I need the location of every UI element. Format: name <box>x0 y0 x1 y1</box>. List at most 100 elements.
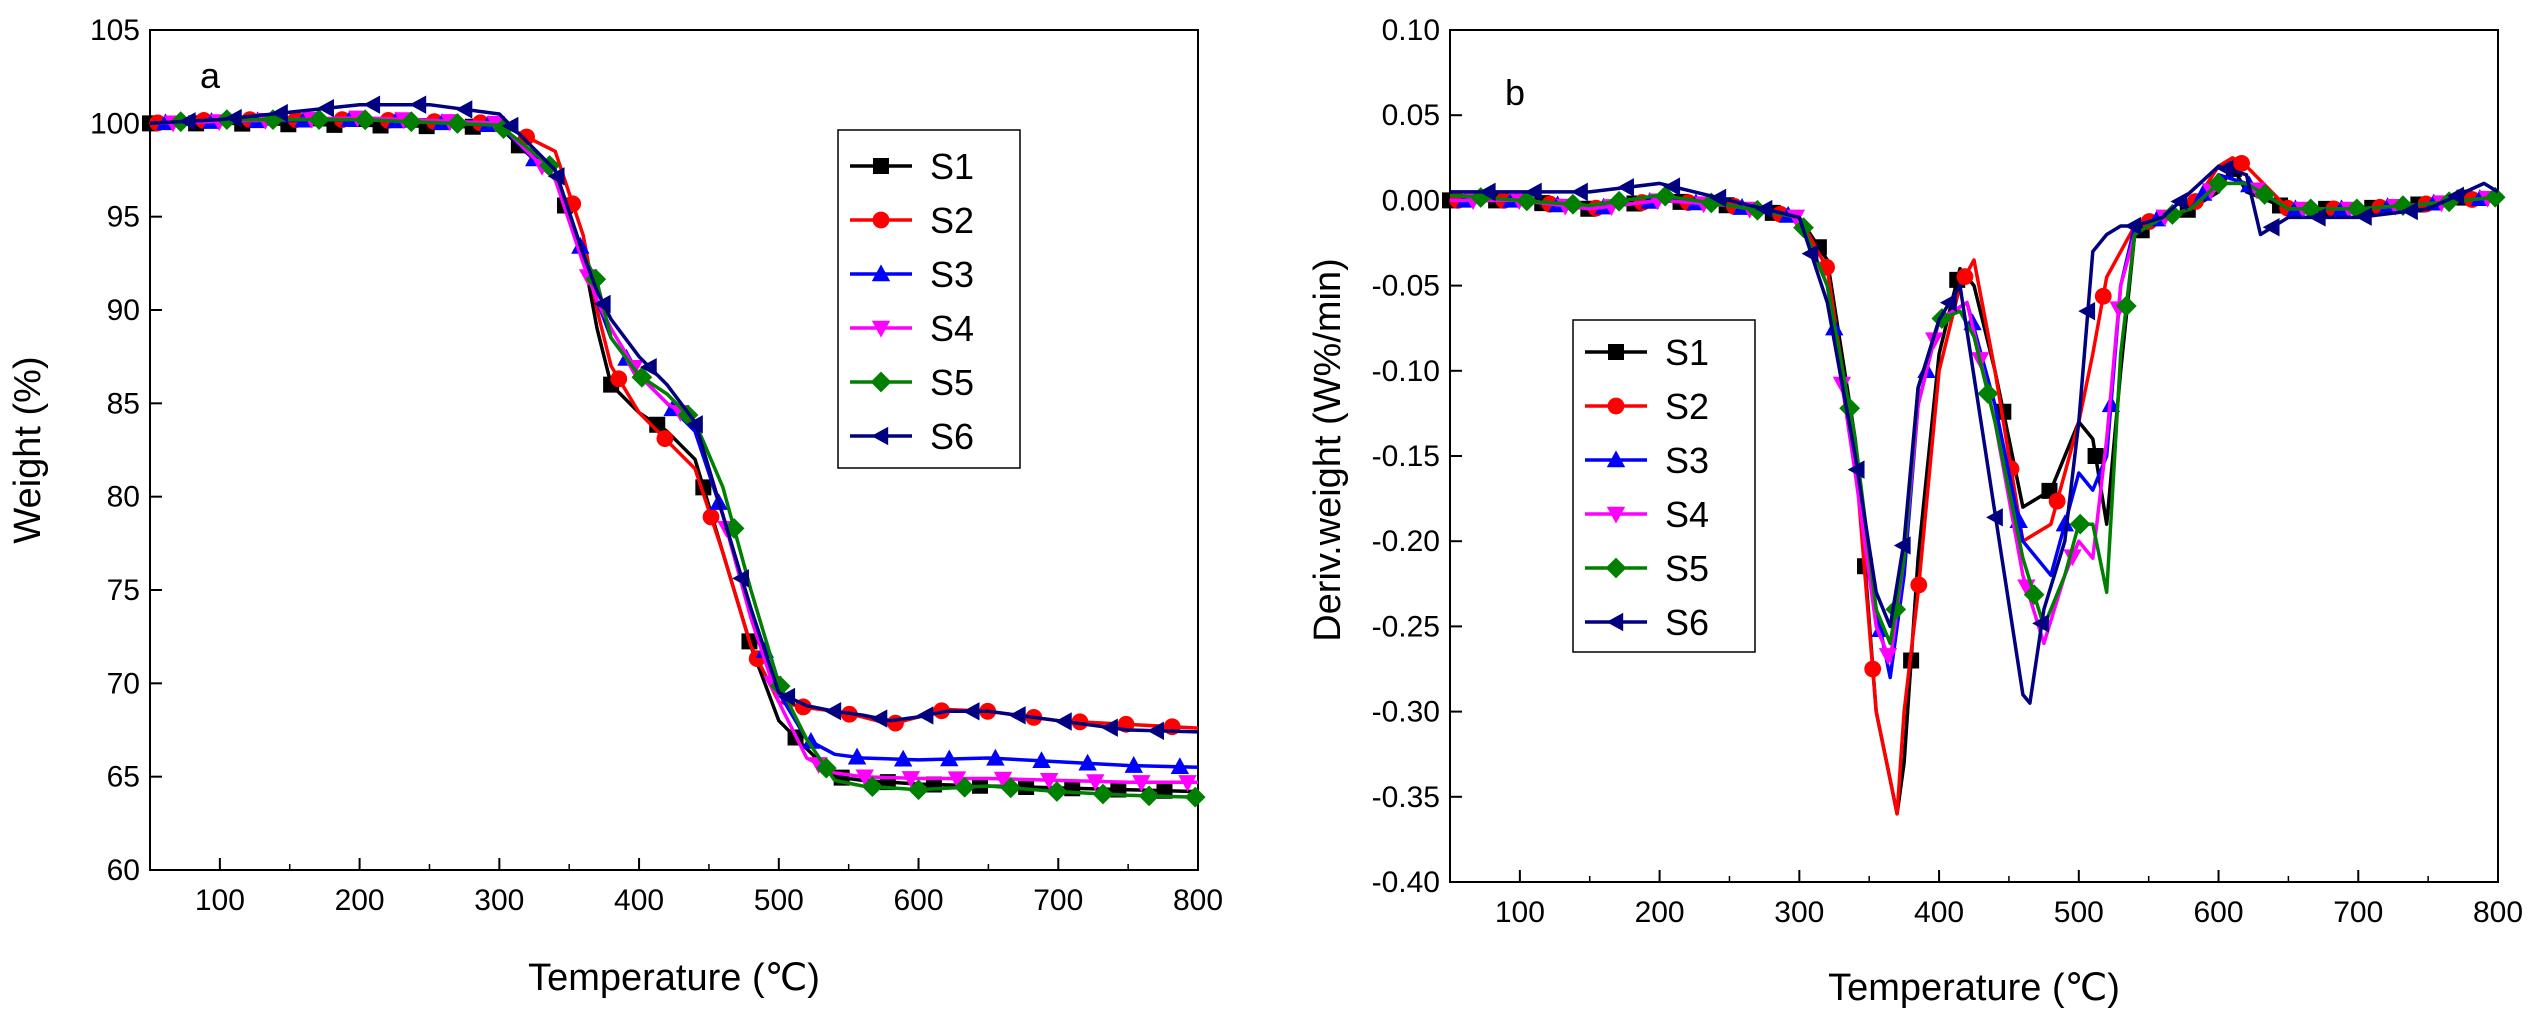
chart-a-point-s5 <box>631 366 653 388</box>
chart-a-plot-frame <box>149 29 1199 871</box>
chart-a-point-s5 <box>815 757 837 779</box>
chart-b-legend-marker-s4 <box>1606 506 1626 524</box>
chart-a-point-s6 <box>778 687 796 707</box>
chart-a-point-s6 <box>1147 721 1164 740</box>
chart-a-ytick-label: 60 <box>107 854 140 887</box>
chart-a-xtick-label: 800 <box>1173 884 1223 917</box>
chart-b-point-s2 <box>2048 492 2066 510</box>
chart-b-legend: S1 S2 S3 S4 S5 S6 <box>1572 319 1756 653</box>
chart-b-ytick-label: -0.30 <box>1372 696 1440 729</box>
chart-b-ytick-label: -0.15 <box>1372 440 1440 473</box>
chart-b-xtick-label: 100 <box>1495 896 1545 929</box>
chart-a-legend-label-s5: S5 <box>930 362 974 403</box>
chart-b-point-s5 <box>1470 187 1492 208</box>
chart-a-xtick-label: 200 <box>335 884 385 917</box>
chart-a-point-s5 <box>1046 781 1068 802</box>
chart-b-point-s2 <box>1864 660 1882 678</box>
chart-b-legend-marker-s6 <box>1606 612 1624 632</box>
chart-a-point-s6 <box>178 112 196 131</box>
chart-b-legend-label-s4: S4 <box>1665 494 1709 535</box>
chart-b-xlabel: Temperature (℃) <box>1828 967 2120 1009</box>
chart-b-xtick-label: 600 <box>2194 896 2244 929</box>
chart-b-legend-marker-s1 <box>1608 344 1624 360</box>
chart-a-ytick-label: 65 <box>107 761 140 794</box>
chart-a-point-s6 <box>409 95 427 114</box>
chart-a-ytick-label: 80 <box>107 481 140 514</box>
chart-a-point-s3 <box>893 749 913 767</box>
chart-b-point-s6 <box>1709 188 1727 208</box>
chart-b-point-s6 <box>2354 207 2372 226</box>
chart-b-point-s6 <box>1617 178 1634 197</box>
chart-b-point-s2 <box>1956 268 1974 286</box>
chart-a-point-s5 <box>308 109 330 130</box>
chart-b-point-s6 <box>1478 182 1496 202</box>
chart-b-point-s3 <box>2055 514 2075 532</box>
chart-b-point-s5 <box>2208 172 2229 194</box>
chart-b-point-s6 <box>1893 536 1911 555</box>
chart-a-ytick-label: 90 <box>107 294 140 327</box>
chart-a-point-s6 <box>870 709 888 728</box>
chart-a-xlabel: Temperature (℃) <box>528 957 820 999</box>
chart-b-point-s5 <box>2069 513 2091 535</box>
chart-b-ytick-label: -0.05 <box>1372 270 1440 303</box>
chart-a-legend-marker-s4 <box>871 320 891 338</box>
chart-b-point-s6 <box>2078 301 2096 321</box>
chart-b-point-s5 <box>1839 397 1861 419</box>
chart-b-legend-marker-s5 <box>1605 557 1627 579</box>
chart-a-point-s4 <box>1132 775 1151 792</box>
chart-b-legend-marker-s2 <box>1607 397 1625 415</box>
chart-a-point-s3 <box>1032 751 1051 769</box>
chart-b-point-s2 <box>1910 576 1928 594</box>
chart-a-point-s5 <box>1092 783 1114 805</box>
chart-b-ytick-label: -0.40 <box>1372 866 1440 899</box>
chart-b-ytick-label: -0.35 <box>1372 781 1440 814</box>
chart-a-point-s4 <box>1178 775 1197 792</box>
chart-a-point-s6 <box>732 569 749 588</box>
chart-a-point-s6 <box>547 167 565 186</box>
chart-a-point-s6 <box>824 701 842 721</box>
chart-a-xtick-label: 300 <box>474 884 524 917</box>
chart-a-point-s4 <box>1086 774 1105 791</box>
chart-b-point-s5 <box>1885 598 1907 620</box>
chart-b-point-s6 <box>2124 216 2142 236</box>
chart-a-point-s6 <box>686 415 703 434</box>
chart-a-point-s2 <box>610 370 628 388</box>
chart-a-point-s3 <box>801 731 821 749</box>
chart-b-point-s5 <box>2346 198 2368 220</box>
chart-b-point-s4 <box>1878 648 1898 665</box>
chart-a-point-s2 <box>887 714 904 732</box>
chart-a-point-s6 <box>639 357 657 377</box>
chart-a-point-s6 <box>962 702 980 721</box>
chart-b-point-s2 <box>2233 154 2250 172</box>
chart-a-point-s5 <box>400 111 422 133</box>
chart-a-ytick-label: 70 <box>107 667 140 700</box>
chart-a-ylabel: Weight (%) <box>7 356 49 543</box>
chart-a-ytick-label: 75 <box>107 574 140 607</box>
chart-a-legend-marker-s6 <box>871 426 889 446</box>
chart-a-point-s5 <box>908 779 929 801</box>
chart-b-ytick-label: 0.10 <box>1382 14 1440 47</box>
chart-a-point-s6 <box>1008 706 1026 725</box>
chart-b-point-s5 <box>2484 186 2506 208</box>
chart-b-point-s5 <box>2438 191 2460 213</box>
chart-a-legend-marker-s1 <box>873 158 889 174</box>
chart-b-ytick-label: 0.00 <box>1382 184 1440 217</box>
chart-a-ytick-label: 95 <box>107 201 140 234</box>
chart-b-point-s5 <box>2115 295 2137 317</box>
chart-b-point-s6 <box>2401 201 2418 221</box>
chart-b-point-s6 <box>2216 159 2234 178</box>
chart-a-point-s6 <box>363 95 381 114</box>
chart-b-xtick-label: 400 <box>1914 896 1964 929</box>
chart-b-point-s5 <box>2023 584 2045 605</box>
chart-a-point-s6 <box>501 116 519 136</box>
chart-b-ticks: 100 200 300 400 500 600 700 800 -0.40 -0.35 -0.30 -… <box>1372 14 2523 929</box>
chart-a-legend-label-s2: S2 <box>930 200 974 241</box>
chart-a-point-s5 <box>862 776 883 798</box>
chart-a-point-s6 <box>916 706 934 725</box>
chart-b-point-s6 <box>1524 182 1542 202</box>
chart-b-point-s6 <box>2447 186 2464 206</box>
chart-a-point-s6 <box>593 294 611 314</box>
chart-a-point-s5 <box>447 113 468 134</box>
chart-b-point-s6 <box>2170 192 2188 211</box>
chart-b-xtick-label: 500 <box>2054 896 2104 929</box>
